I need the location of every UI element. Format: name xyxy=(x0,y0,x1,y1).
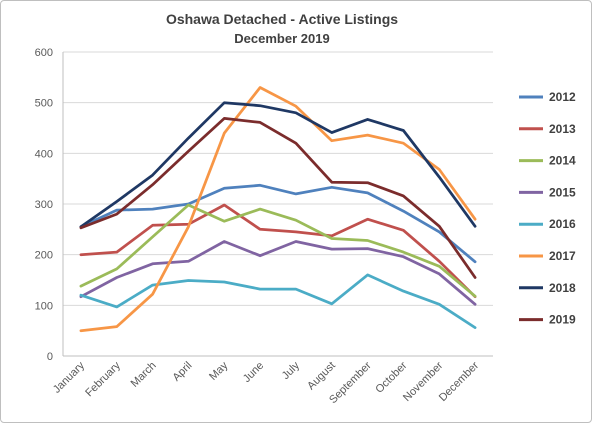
series-lines xyxy=(79,86,477,333)
chart-subtitle: December 2019 xyxy=(234,31,329,46)
legend-label: 2017 xyxy=(549,249,576,263)
y-tick-label: 500 xyxy=(35,98,53,110)
x-tick-label: July xyxy=(280,359,303,382)
y-tick-label: 0 xyxy=(47,351,53,363)
series-line-2014 xyxy=(79,203,477,298)
x-tick-label: April xyxy=(170,360,194,384)
y-tick-label: 400 xyxy=(35,148,53,160)
x-tick-label: December xyxy=(437,359,482,404)
x-tick-label: March xyxy=(129,360,159,390)
legend-label: 2013 xyxy=(549,122,576,136)
x-tick-label: June xyxy=(241,360,266,385)
legend: 2012 2013 2014 2015 2016 2017 2018 2019 xyxy=(519,90,576,327)
legend-label: 2015 xyxy=(549,185,576,199)
legend-label: 2014 xyxy=(549,154,576,168)
x-tick-label: January xyxy=(51,359,88,396)
y-tick-label: 600 xyxy=(35,47,53,59)
series-line-2016 xyxy=(79,273,477,329)
legend-label: 2019 xyxy=(549,313,576,327)
x-tick-label: October xyxy=(373,359,409,395)
x-tick-label: May xyxy=(207,359,231,383)
series-line-2017 xyxy=(79,86,477,333)
y-tick-label: 200 xyxy=(35,250,53,262)
series-line-2012 xyxy=(79,183,477,264)
legend-label: 2018 xyxy=(549,281,576,295)
series-line-2018 xyxy=(79,101,477,229)
legend-label: 2016 xyxy=(549,217,576,231)
legend-label: 2012 xyxy=(549,90,576,104)
y-tick-label: 100 xyxy=(35,300,53,312)
y-axis-ticks: 0 100 200 300 400 500 600 xyxy=(35,47,53,363)
y-tick-label: 300 xyxy=(35,199,53,211)
series-line-2015 xyxy=(79,240,477,306)
x-tick-label: February xyxy=(83,359,123,399)
x-tick-label: August xyxy=(305,360,338,393)
chart-title: Oshawa Detached - Active Listings xyxy=(166,11,398,27)
series-line-2019 xyxy=(79,117,477,279)
gridlines xyxy=(62,51,493,357)
series-line-2013 xyxy=(79,203,477,299)
